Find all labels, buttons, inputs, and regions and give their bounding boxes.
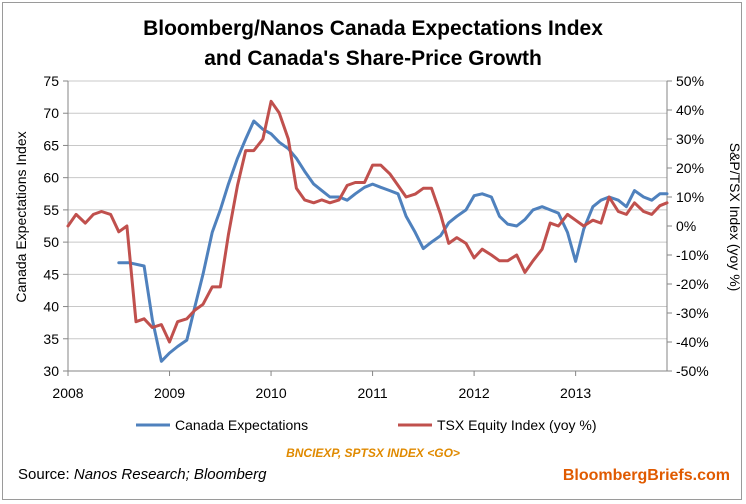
y-tick-label-right: -40% [676, 334, 709, 350]
legend-label-tsx-equity-index: TSX Equity Index (yoy %) [437, 417, 597, 433]
y-tick-label-right: 10% [676, 189, 704, 205]
y-tick-label-left: 40 [43, 299, 59, 315]
x-tick-label: 2013 [560, 385, 591, 401]
legend-label-canada-expectations: Canada Expectations [175, 417, 308, 433]
axes: 30 35 40 45 50 55 60 65 70 75 -50% -40% -30% -20% -10%… [43, 73, 708, 401]
source-prefix: Source: [18, 466, 74, 483]
y-tick-label-left: 45 [43, 266, 59, 282]
y-tick-label-left: 60 [43, 170, 59, 186]
y-tick-label-right: -20% [676, 276, 709, 292]
y-tick-label-right: 0% [676, 218, 696, 234]
y-tick-label-right: -10% [676, 247, 709, 263]
y-axis-title-left: Canada Expectations Index [13, 131, 29, 302]
y-tick-label-left: 75 [43, 73, 59, 89]
source-italic: Nanos Research; Bloomberg [73, 466, 267, 483]
y-axis-title-right: S&P/TSX Index (yoy %) [727, 143, 743, 292]
y-tick-label-right: 20% [676, 160, 704, 176]
source-note: Source: Nanos Research; Bloomberg [18, 466, 266, 483]
x-tick-label: 2011 [358, 385, 388, 401]
y-tick-label-right: -50% [676, 363, 709, 379]
series-lines [66, 99, 669, 363]
series-line-tsx-equity-index [66, 99, 669, 344]
x-tick-label: 2010 [255, 385, 286, 401]
y-tick-label-right: -30% [676, 305, 709, 321]
series-line-canada-expectations [117, 119, 669, 363]
x-tick-label: 2008 [52, 385, 83, 401]
ticker-note: BNCIEXP, SPTSX INDEX <GO> [286, 446, 460, 460]
gridlines [68, 80, 667, 340]
brand-logo-text: BloombergBriefs.com [562, 467, 730, 484]
chart-title-line-2: and Canada's Share-Price Growth [204, 47, 542, 70]
y-tick-label-left: 55 [43, 202, 59, 218]
y-tick-label-left: 35 [43, 331, 59, 347]
y-tick-label-left: 50 [43, 234, 59, 250]
y-tick-label-left: 65 [43, 137, 59, 153]
y-tick-label-left: 30 [43, 363, 59, 379]
chart-title-line-1: Bloomberg/Nanos Canada Expectations Inde… [143, 17, 603, 40]
x-tick-label: 2012 [459, 385, 490, 401]
y-tick-label-right: 50% [676, 73, 704, 89]
y-tick-label-right: 40% [676, 102, 704, 118]
x-tick-label: 2009 [154, 385, 185, 401]
y-tick-label-right: 30% [676, 131, 704, 147]
legend: Canada Expectations TSX Equity Index (yo… [136, 417, 597, 433]
y-tick-label-left: 70 [43, 105, 59, 121]
